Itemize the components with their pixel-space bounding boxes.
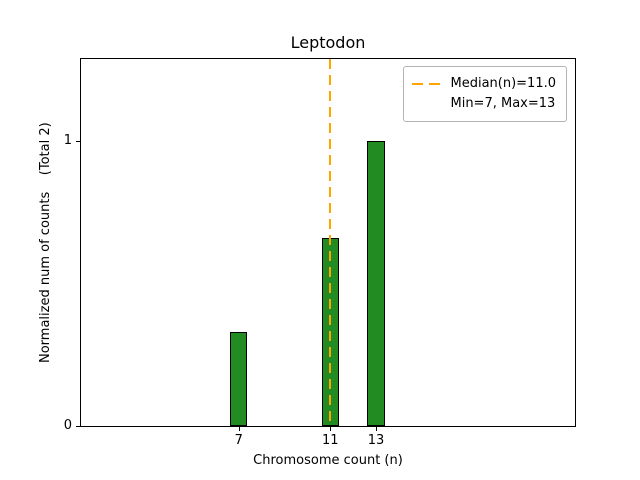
y-axis-label: Normalized num of counts (Total 2) — [38, 122, 53, 363]
x-tick-label: 13 — [367, 433, 385, 448]
legend-label-minmax: Min=7, Max=13 — [450, 96, 556, 111]
legend: Median(n)=11.0 Min=7, Max=13 — [403, 66, 567, 122]
bar-7 — [230, 331, 248, 426]
x-tick-mark — [330, 427, 332, 431]
x-tick-label: 11 — [322, 433, 339, 448]
median-line-legend-swatch-icon — [412, 83, 443, 85]
y-tick-mark — [76, 140, 80, 142]
y-tick-mark — [76, 426, 80, 427]
legend-row-minmax: Min=7, Max=13 — [412, 94, 556, 114]
chart-title: Leptodon — [290, 33, 366, 52]
y-tick-label: 1 — [63, 132, 72, 148]
plot-area: Median(n)=11.0 Min=7, Max=13 — [80, 58, 576, 427]
legend-label-median: Median(n)=11.0 — [450, 76, 556, 91]
bar-13 — [367, 140, 385, 426]
legend-row-median: Median(n)=11.0 — [412, 74, 556, 94]
x-tick-mark — [238, 427, 240, 431]
y-tick-label: 0 — [63, 418, 72, 433]
x-tick-mark — [376, 427, 378, 431]
legend-spacer — [412, 103, 442, 105]
x-tick-label: 7 — [234, 433, 243, 448]
median-line — [329, 59, 332, 426]
x-axis-label: Chromosome count (n) — [253, 453, 403, 468]
